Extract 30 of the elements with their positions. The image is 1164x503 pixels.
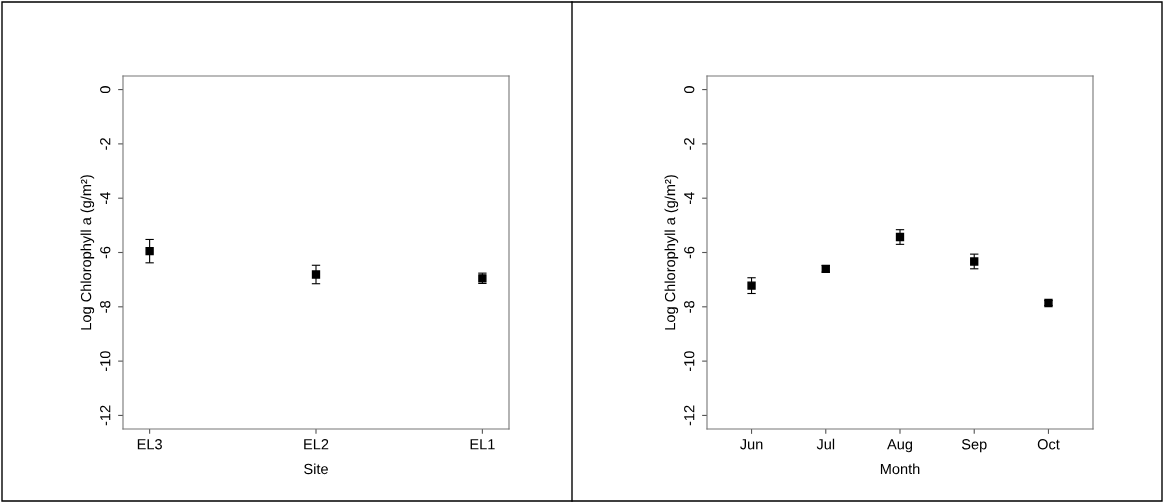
y-axis-title: Log Chlorophyll a (g/m²) xyxy=(80,175,95,330)
x-axis-title: Month xyxy=(880,463,920,475)
y-tick-label: -12 xyxy=(100,405,111,426)
y-tick-label: -8 xyxy=(100,300,111,313)
x-tick-label: EL2 xyxy=(304,439,329,450)
x-tick-label: Aug xyxy=(887,439,913,453)
y-tick-label: -12 xyxy=(684,405,695,426)
point xyxy=(970,257,979,266)
x-tick-label: Oct xyxy=(1037,439,1060,450)
y-tick-label: -10 xyxy=(684,351,695,372)
x-tick-label: EL3 xyxy=(137,439,162,450)
point xyxy=(311,270,321,279)
y-tick-label: 0 xyxy=(684,86,695,94)
x-tick-label: EL1 xyxy=(470,439,495,450)
x-tick-label: Jun xyxy=(740,439,763,450)
point xyxy=(145,246,154,256)
y-tick-label: -8 xyxy=(684,300,695,313)
y-axis-title: Log Chlorophyll a (g/m²) xyxy=(664,175,679,330)
y-tick-label: -10 xyxy=(100,351,111,372)
y-tick-label: -2 xyxy=(684,138,695,150)
point xyxy=(747,281,756,290)
y-tick-label: -4 xyxy=(684,192,695,205)
y-tick-label: -2 xyxy=(100,138,111,150)
x-tick-label: Jul xyxy=(816,438,835,450)
y-tick-label: -6 xyxy=(100,246,111,259)
y-tick-label: -6 xyxy=(684,246,695,259)
y-tick-label: 0 xyxy=(100,86,111,94)
x-tick-label: Sep xyxy=(961,439,987,453)
y-tick-label: -4 xyxy=(100,192,111,205)
x-axis-title: Site xyxy=(304,463,328,475)
